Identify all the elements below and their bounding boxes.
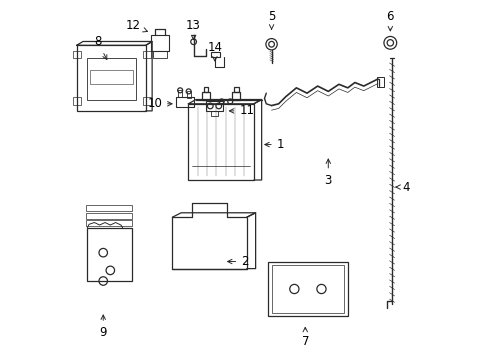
Text: 9: 9 <box>99 315 107 339</box>
Bar <box>206 101 223 111</box>
Bar <box>143 51 151 58</box>
Bar <box>153 51 167 58</box>
Bar <box>85 205 132 211</box>
Text: 13: 13 <box>186 19 201 40</box>
Bar <box>176 97 194 107</box>
Text: 5: 5 <box>268 10 275 29</box>
Bar <box>211 53 220 57</box>
Bar <box>203 87 208 93</box>
Text: 2: 2 <box>227 255 249 268</box>
Bar <box>151 35 169 51</box>
Bar <box>272 265 343 313</box>
Bar <box>85 213 132 219</box>
Bar <box>85 220 132 226</box>
Text: 4: 4 <box>396 181 410 194</box>
Bar <box>268 261 348 316</box>
Bar <box>202 92 210 99</box>
Bar <box>76 45 146 111</box>
Bar <box>87 228 132 281</box>
Text: 10: 10 <box>147 97 172 110</box>
Bar <box>211 111 218 116</box>
Text: 6: 6 <box>387 10 394 31</box>
Text: 7: 7 <box>301 327 309 348</box>
Bar <box>234 87 239 93</box>
Bar <box>73 51 81 58</box>
Text: 8: 8 <box>94 35 107 59</box>
Text: 11: 11 <box>229 104 254 117</box>
Text: 3: 3 <box>324 159 332 186</box>
Bar <box>232 92 240 99</box>
Bar <box>188 104 254 180</box>
Bar <box>90 70 133 84</box>
Bar <box>73 97 81 104</box>
Bar <box>377 77 384 87</box>
Bar <box>178 90 182 98</box>
Bar <box>87 58 136 100</box>
Text: 14: 14 <box>207 41 222 61</box>
Text: 12: 12 <box>126 19 147 32</box>
Bar <box>187 91 191 98</box>
Text: 1: 1 <box>265 138 284 151</box>
Bar <box>143 97 151 104</box>
